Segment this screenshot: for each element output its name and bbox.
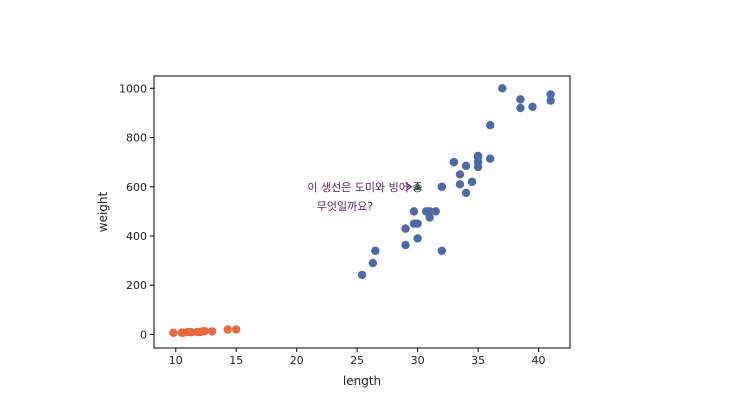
- data-point-new-fish: [413, 182, 423, 191]
- data-point-series-1: [409, 207, 419, 216]
- x-tick-label: 25: [350, 354, 364, 367]
- data-point-series-1: [455, 180, 465, 189]
- data-point-series-2: [232, 325, 241, 334]
- data-point-series-1: [516, 103, 525, 113]
- data-point-series-1: [546, 96, 555, 105]
- data-point-series-1: [413, 219, 422, 228]
- data-point-series-1: [546, 90, 555, 99]
- data-point-series-1: [467, 177, 477, 187]
- data-point-series-1: [461, 188, 471, 198]
- data-point-series-1: [485, 121, 495, 130]
- data-point-series-1: [449, 157, 459, 167]
- data-point-series-1: [461, 161, 471, 171]
- data-point-series-1: [425, 207, 434, 216]
- y-tick-label: 1000: [119, 82, 147, 95]
- data-point-series-2: [223, 325, 232, 334]
- x-tick-label: 20: [290, 354, 304, 367]
- data-point-series-1: [401, 224, 410, 233]
- data-point-series-1: [437, 246, 447, 255]
- y-tick-label: 600: [126, 181, 147, 194]
- data-point-series-1: [473, 153, 483, 162]
- data-point-series-1: [455, 170, 465, 179]
- data-point-series-2: [187, 328, 196, 337]
- data-point-series-2: [207, 327, 217, 336]
- x-tick-label: 10: [169, 354, 183, 367]
- data-point-series-1: [413, 234, 422, 243]
- data-point-series-1: [368, 258, 378, 268]
- y-tick-label: 800: [126, 132, 147, 145]
- data-point-series-1: [528, 102, 537, 111]
- data-point-series-1: [485, 154, 495, 163]
- data-point-series-1: [516, 95, 525, 104]
- data-point-series-1: [401, 240, 410, 250]
- data-point-series-1: [425, 213, 434, 222]
- data-point-series-1: [357, 270, 367, 280]
- y-axis-title: weight: [96, 191, 110, 232]
- annotation-arrowhead: [405, 182, 413, 192]
- plot-frame: [153, 75, 571, 349]
- annotation-text-line: 이 생선은 도미와 빙어 중: [307, 181, 422, 194]
- data-point-series-1: [437, 182, 447, 191]
- annotation-text-line: 무엇일까요?: [317, 199, 374, 213]
- y-tick-label: 200: [126, 279, 147, 292]
- data-point-series-2: [169, 328, 178, 338]
- y-tick-label: 400: [126, 230, 147, 243]
- marks-layer: [169, 84, 555, 338]
- data-point-series-2: [200, 326, 209, 336]
- y-tick-label: 0: [140, 328, 147, 341]
- x-tick-label: 30: [411, 354, 425, 367]
- data-point-series-1: [498, 84, 507, 93]
- x-axis-title: length: [343, 374, 381, 388]
- x-tick-label: 35: [471, 354, 485, 367]
- data-point-series-1: [371, 246, 380, 255]
- data-point-series-1: [431, 207, 440, 216]
- x-tick-label: 15: [229, 354, 243, 367]
- x-tick-label: 40: [532, 354, 546, 367]
